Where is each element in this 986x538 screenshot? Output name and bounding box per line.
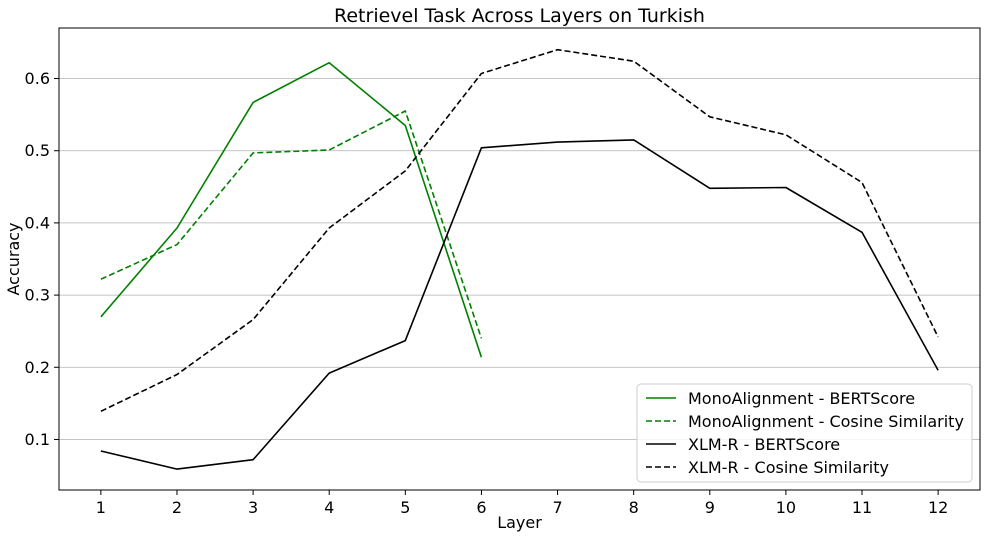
- x-tick-label: 7: [552, 498, 562, 517]
- plot-frame: [58, 27, 981, 491]
- legend-entry: MonoAlignment - BERTScore: [688, 389, 915, 408]
- y-tick-label: 0.4: [25, 213, 50, 232]
- y-axis-label: Accuracy: [4, 222, 23, 295]
- x-tick-label: 12: [928, 498, 948, 517]
- x-tick-label: 1: [96, 498, 106, 517]
- y-tick-label: 0.3: [25, 286, 50, 305]
- x-tick-label: 11: [852, 498, 872, 517]
- x-axis-ticks: 1 2 3 4 5 6 7 8 9 10 11 12: [96, 490, 948, 517]
- series-lines: [100, 48, 939, 470]
- x-tick-label: 3: [248, 498, 258, 517]
- legend-entry: XLM-R - Cosine Similarity: [688, 458, 889, 477]
- series-line-4: [100, 48, 939, 413]
- x-tick-label: 8: [629, 498, 639, 517]
- legend: MonoAlignment - BERTScore MonoAlignment -…: [636, 383, 973, 483]
- x-tick-label: 2: [172, 498, 182, 517]
- x-axis-label: Layer: [497, 513, 542, 532]
- legend-box: [636, 383, 973, 483]
- series-line-2: [100, 110, 483, 339]
- x-tick-label: 5: [400, 498, 410, 517]
- y-tick-label: 0.6: [25, 69, 50, 88]
- y-tick-label: 0.5: [25, 141, 50, 160]
- x-tick-label: 9: [705, 498, 715, 517]
- y-tick-label: 0.1: [25, 430, 50, 449]
- legend-entry: MonoAlignment - Cosine Similarity: [688, 412, 964, 431]
- x-tick-label: 6: [476, 498, 486, 517]
- chart-title: Retrievel Task Across Layers on Turkish: [334, 5, 705, 27]
- x-tick-label: 10: [776, 498, 796, 517]
- x-tick-label: 4: [324, 498, 334, 517]
- series-line-3: [100, 139, 939, 470]
- y-axis-ticks: 0.1 0.2 0.3 0.4 0.5 0.6: [25, 69, 59, 449]
- series-line-1: [100, 61, 483, 358]
- y-tick-label: 0.2: [25, 358, 50, 377]
- legend-entry: XLM-R - BERTScore: [688, 435, 840, 454]
